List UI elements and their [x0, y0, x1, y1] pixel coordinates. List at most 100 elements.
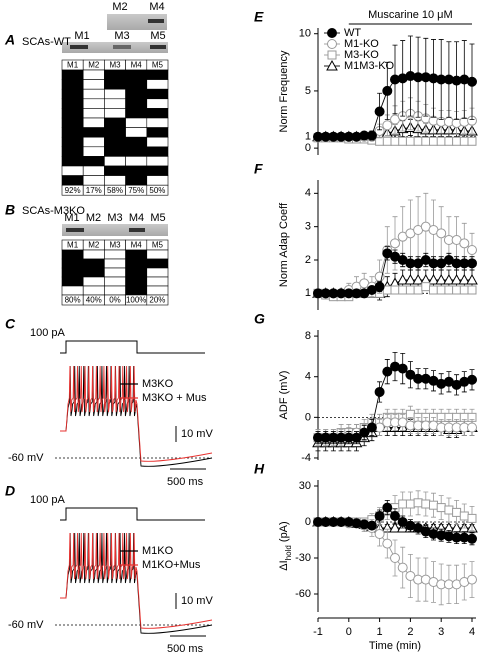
- y-tick-label: 0: [305, 142, 311, 154]
- marker: [459, 238, 470, 249]
- cell: [104, 79, 126, 90]
- cell: [61, 79, 84, 90]
- y-axis-label: ADF (mV): [278, 371, 290, 420]
- marker: [351, 432, 362, 443]
- cell: [82, 267, 105, 278]
- cell: [61, 258, 84, 269]
- gel-label: M2: [112, 1, 127, 13]
- cell: [82, 98, 105, 109]
- x-tick-label: 1: [377, 626, 383, 638]
- cell: [125, 175, 148, 186]
- cell: [146, 276, 169, 287]
- cell: [61, 117, 84, 128]
- cell: [82, 88, 105, 100]
- marker: [374, 529, 385, 539]
- cell: [125, 276, 148, 287]
- gel-label: M3: [114, 30, 129, 42]
- panel-letter: C: [5, 316, 16, 332]
- cell: [82, 79, 105, 90]
- header-label: M4: [131, 241, 143, 250]
- cell: [104, 156, 126, 167]
- gel-label: M4: [129, 212, 144, 224]
- header-label: M1: [67, 61, 79, 70]
- y-tick-label: 1: [305, 131, 311, 143]
- cell: [104, 249, 126, 260]
- marker: [467, 374, 477, 385]
- marker: [389, 521, 401, 533]
- marker: [396, 273, 409, 285]
- cell: [104, 165, 126, 176]
- series: [313, 500, 477, 546]
- cell: [125, 156, 148, 167]
- marker: [466, 273, 478, 285]
- legend-label: M1KO+Mus: [142, 559, 201, 571]
- cell: [104, 98, 126, 109]
- gel-band: [113, 45, 131, 49]
- cell: [146, 88, 169, 100]
- y-axis-label: Norm Adap Coeff: [278, 202, 290, 287]
- cell: [146, 156, 169, 167]
- marker: [382, 136, 392, 146]
- series: [313, 351, 477, 445]
- marker: [452, 136, 462, 146]
- y-axis-label-part: ΔI: [278, 560, 290, 570]
- cell: [61, 146, 84, 157]
- marker: [412, 273, 424, 285]
- cell: [125, 79, 148, 90]
- gel-strip: [107, 14, 167, 30]
- scale-label: 10 mV: [181, 428, 213, 440]
- cell: [61, 267, 84, 278]
- cell: [146, 165, 169, 176]
- marker: [421, 136, 431, 146]
- cell: [125, 249, 148, 260]
- header-label: M4: [131, 61, 143, 70]
- marker: [467, 285, 477, 295]
- marker: [413, 498, 423, 508]
- marker: [467, 258, 477, 269]
- cell: [125, 108, 148, 119]
- y-tick-label: 10: [299, 28, 311, 40]
- marker: [421, 499, 431, 509]
- cell: [82, 249, 105, 260]
- cell: [82, 146, 105, 157]
- cell: [104, 146, 126, 157]
- cell: [125, 267, 148, 278]
- x-tick-label: 4: [469, 626, 475, 638]
- gel-label: M4: [149, 1, 164, 13]
- marker: [382, 538, 393, 549]
- gel-label: M5: [150, 212, 165, 224]
- cell: [61, 285, 84, 296]
- marker: [359, 427, 370, 438]
- legend-item: M1M3-KO: [324, 60, 395, 72]
- header-label: M5: [152, 61, 164, 70]
- panel-letter: B: [5, 202, 15, 218]
- marker: [436, 136, 446, 146]
- marker: [467, 76, 477, 87]
- marker: [398, 136, 408, 146]
- percent-label: 58%: [107, 186, 123, 195]
- y-axis-label-part: (pA): [278, 521, 290, 545]
- voltage-trace: [60, 532, 213, 634]
- cell: [82, 117, 105, 128]
- marker: [390, 136, 400, 146]
- marker: [436, 228, 447, 239]
- cell: [61, 276, 84, 287]
- cell: [125, 136, 148, 148]
- marker: [390, 238, 400, 249]
- gel-label: M2: [86, 212, 101, 224]
- legend-label: WT: [344, 27, 361, 39]
- cell: [146, 108, 169, 119]
- marker: [413, 136, 423, 146]
- cell: [125, 146, 148, 157]
- marker: [459, 511, 469, 521]
- marker: [444, 136, 454, 146]
- legend-marker: [326, 59, 338, 71]
- y-axis-label-part: hold: [284, 545, 293, 560]
- cell: [61, 165, 84, 176]
- baseline-label: -60 mV: [8, 452, 44, 464]
- header-label: M3: [109, 61, 121, 70]
- y-tick-label: 4: [305, 187, 311, 199]
- scale-label: 500 ms: [167, 476, 204, 488]
- gel-strip: [62, 224, 168, 236]
